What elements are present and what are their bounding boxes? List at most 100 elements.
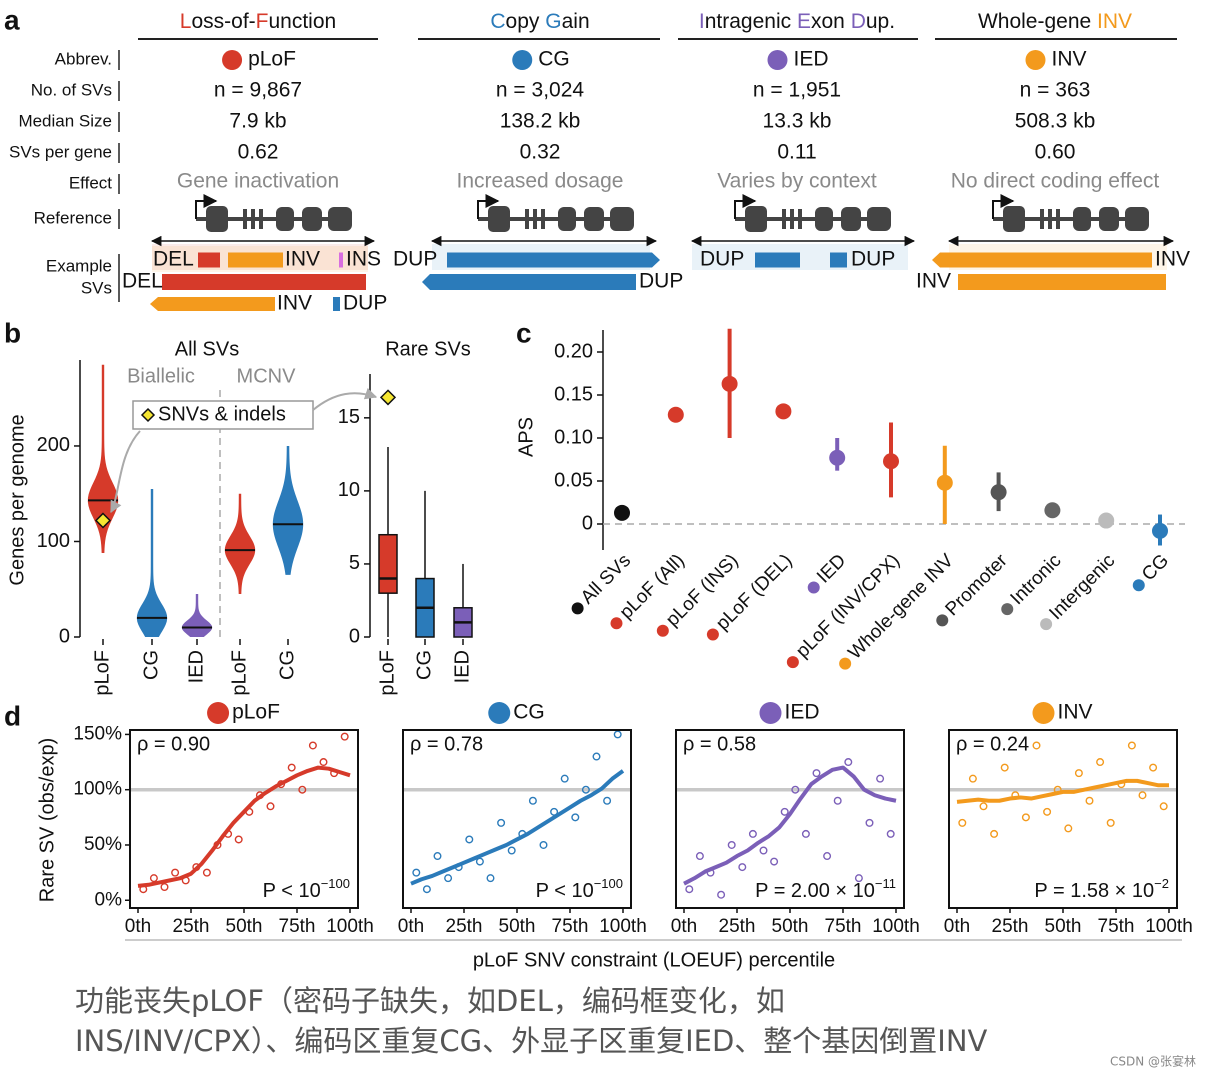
- point: [990, 829, 999, 838]
- median-size: 508.3 kb: [1015, 110, 1096, 133]
- point: [1064, 824, 1073, 833]
- annotation-key: [140, 407, 156, 423]
- trend-line: [137, 765, 351, 888]
- x-tick-label: 100th: [326, 916, 374, 937]
- x-tick-label: 75th: [552, 916, 589, 937]
- point: [968, 774, 977, 783]
- title-part: L: [180, 10, 192, 33]
- x-tick-label: CG: [140, 650, 162, 680]
- x-tick-label: 0th: [398, 916, 424, 937]
- point: [721, 375, 738, 392]
- abbrev: IED: [793, 48, 828, 71]
- x-tick-label: pLoF: [376, 650, 398, 696]
- promoter-arrow: [477, 194, 500, 219]
- category-key: [610, 617, 623, 630]
- point: [539, 840, 548, 849]
- y-tick-label: 0: [349, 625, 360, 647]
- svs-per-gene: 0.32: [520, 141, 561, 164]
- sv-bar: [228, 252, 283, 268]
- exon: [798, 209, 802, 229]
- example-label: INV: [1155, 248, 1190, 271]
- x-tick-label: pLoF: [228, 650, 250, 696]
- title-dot: [488, 702, 511, 724]
- y-axis-label: APS: [515, 417, 537, 457]
- violin: [272, 445, 304, 575]
- point: [695, 852, 704, 861]
- point: [801, 829, 810, 838]
- p-value: P < 10−100: [263, 876, 350, 902]
- y-tick-label: 100%: [73, 779, 122, 800]
- point: [319, 758, 328, 767]
- x-tick-label: IED: [813, 550, 850, 587]
- rho-label: ρ = 0.24: [956, 733, 1029, 755]
- violin: [181, 594, 213, 637]
- point: [780, 807, 789, 816]
- example-label: DUP: [393, 248, 437, 271]
- effect: Gene inactivation: [177, 170, 339, 193]
- point: [560, 774, 569, 783]
- exon: [1073, 207, 1091, 231]
- category-key: [807, 581, 820, 594]
- annotation-arrow: [110, 430, 141, 514]
- title-part: INV: [1097, 10, 1132, 33]
- point: [770, 857, 779, 866]
- point: [833, 796, 842, 805]
- category-key: [571, 602, 584, 615]
- sv-bar: [447, 252, 660, 268]
- exon: [1125, 207, 1149, 231]
- category-key: [936, 614, 949, 627]
- column-title: Intragenic Exon Dup.: [699, 10, 895, 33]
- example-label: DUP: [343, 292, 387, 315]
- exon: [488, 206, 510, 232]
- row-label: SVs: [81, 278, 112, 297]
- point: [1159, 802, 1168, 811]
- y-tick-label: 0%: [95, 889, 123, 910]
- title-part: E: [797, 10, 811, 33]
- exon: [745, 206, 767, 232]
- point: [340, 732, 349, 741]
- x-tick-label: 0th: [944, 916, 970, 937]
- point: [1085, 796, 1094, 805]
- sv-bar: [958, 274, 1166, 290]
- point: [865, 818, 874, 827]
- p-value-base: P = 1.58 × 10: [1034, 880, 1154, 902]
- y-tick-label: 5: [349, 552, 360, 574]
- x-tick-label: 50th: [1045, 916, 1082, 937]
- point: [738, 863, 747, 872]
- x-tick-label: 25th: [719, 916, 756, 937]
- point: [1044, 502, 1061, 519]
- x-tick-label: IED: [451, 650, 473, 683]
- title-dot: [207, 702, 230, 724]
- sv-bar: [333, 297, 340, 311]
- example-label: INV: [285, 248, 320, 271]
- point: [528, 796, 537, 805]
- point: [883, 453, 899, 470]
- title-dot: [1032, 702, 1055, 724]
- point: [1000, 763, 1009, 772]
- rho-label: ρ = 0.90: [137, 733, 210, 755]
- point: [149, 874, 158, 883]
- sv-bar: [150, 297, 275, 311]
- annotation-arrow: [312, 387, 378, 411]
- title-part: ain: [562, 10, 590, 33]
- p-value-base: P = 2.00 × 10: [755, 880, 875, 902]
- x-tick-label: 75th: [1098, 916, 1135, 937]
- exon: [867, 207, 891, 231]
- point: [592, 752, 601, 761]
- point: [412, 868, 421, 877]
- p-value: P = 2.00 × 10−11: [755, 876, 896, 902]
- exon: [558, 207, 576, 231]
- point: [234, 835, 243, 844]
- x-tick-label: 25th: [992, 916, 1029, 937]
- row-label: Effect: [69, 173, 112, 192]
- example-label: INV: [277, 292, 312, 315]
- exon: [251, 209, 255, 229]
- point: [829, 449, 846, 466]
- exon: [259, 209, 263, 229]
- x-tick-label: 50th: [226, 916, 263, 937]
- point: [1074, 769, 1083, 778]
- point: [717, 890, 726, 899]
- promoter-arrow: [992, 194, 1015, 219]
- y-tick-label: 15: [338, 406, 360, 428]
- group-label: Biallelic: [127, 365, 195, 387]
